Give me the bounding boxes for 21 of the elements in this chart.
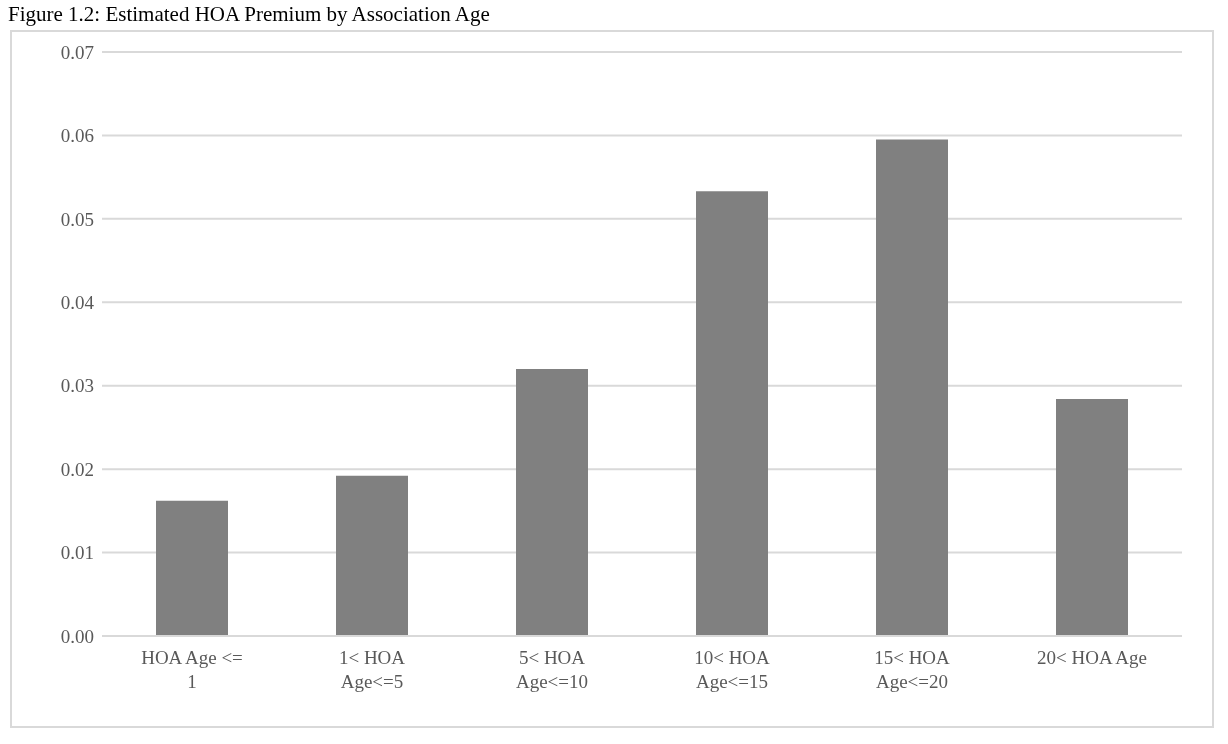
y-tick-label: 0.06 bbox=[60, 125, 94, 147]
y-tick-label: 0.02 bbox=[60, 458, 94, 480]
y-tick-label: 0.04 bbox=[60, 292, 95, 314]
y-tick-label: 0.00 bbox=[60, 625, 94, 647]
bar bbox=[336, 475, 408, 636]
x-tick-label: 15< HOA Age<=20 bbox=[874, 647, 951, 692]
bar bbox=[1056, 399, 1128, 636]
x-tick-label: HOA Age <= 1 bbox=[141, 647, 243, 692]
bar bbox=[696, 191, 768, 636]
y-tick-label: 0.03 bbox=[60, 375, 94, 397]
bar bbox=[156, 500, 228, 636]
y-tick-label: 0.05 bbox=[60, 208, 94, 230]
bar bbox=[876, 139, 948, 636]
chart-title: Figure 1.2: Estimated HOA Premium by Association Age bbox=[8, 2, 490, 27]
x-tick-label: 5< HOA Age<=10 bbox=[515, 647, 589, 692]
y-tick-label: 0.01 bbox=[60, 542, 94, 564]
y-tick-label: 0.07 bbox=[60, 41, 94, 63]
x-tick-label: 1< HOA Age<=5 bbox=[338, 647, 406, 692]
x-tick-label: 20< HOA Age bbox=[1037, 647, 1147, 668]
bar bbox=[516, 369, 588, 636]
x-tick-label: 10< HOA Age<=15 bbox=[694, 647, 771, 692]
